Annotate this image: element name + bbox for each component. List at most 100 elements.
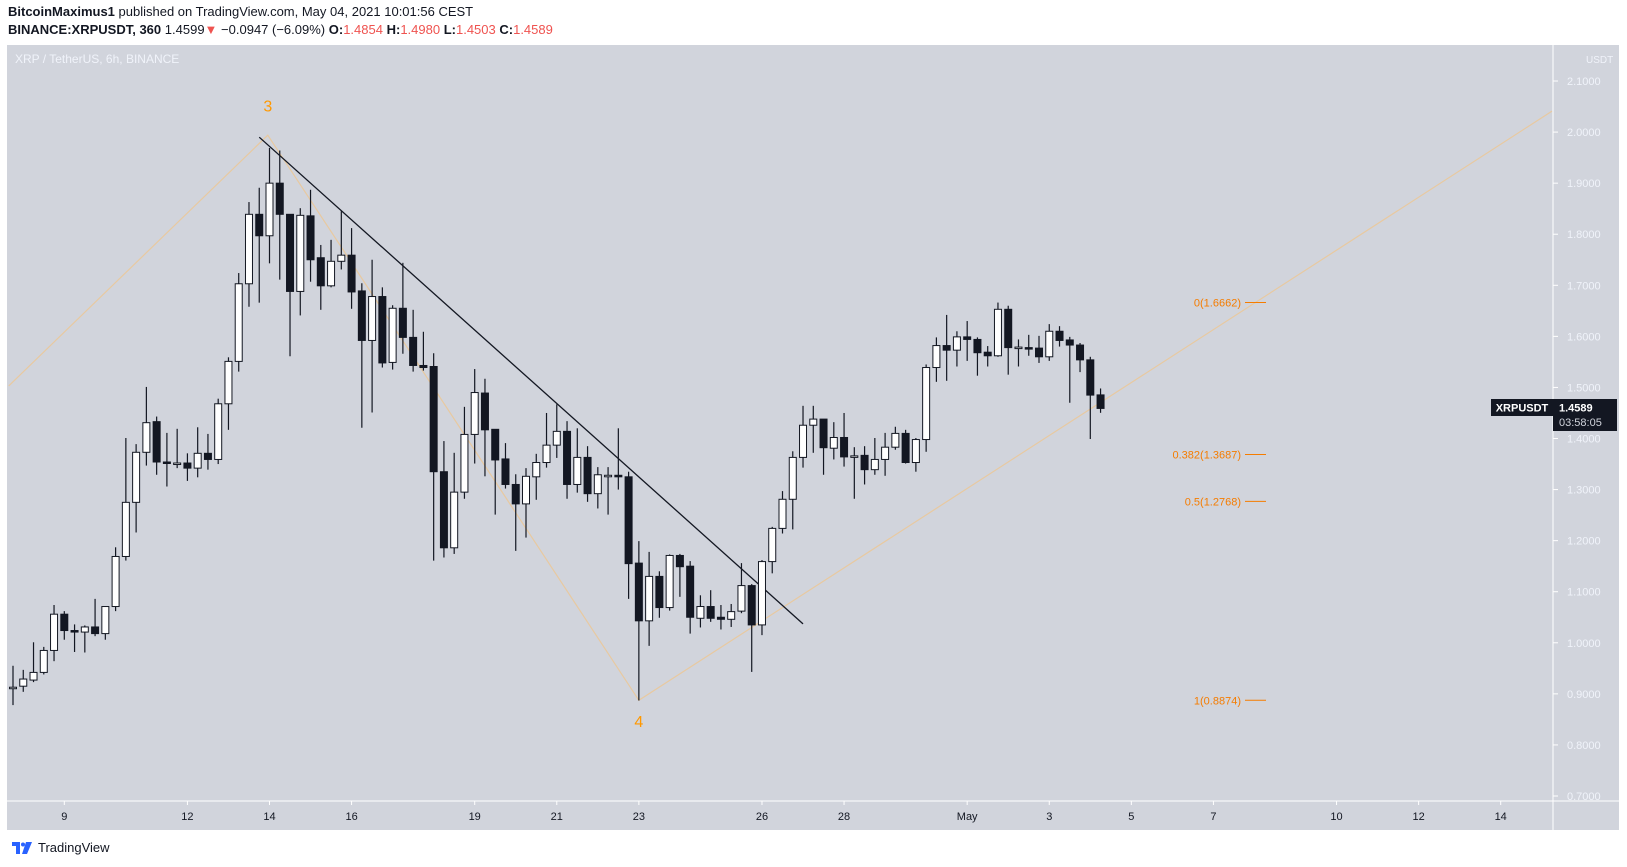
candle-body — [891, 432, 900, 448]
candle-body — [70, 630, 79, 633]
candle-body — [655, 575, 664, 609]
author-name[interactable]: BitcoinMaximus1 — [8, 4, 115, 19]
candle-body — [429, 366, 438, 473]
fib-level-label: 1(0.8874) — [1194, 695, 1241, 707]
candle-up — [29, 642, 38, 683]
candle-up — [388, 305, 397, 370]
candle-up — [891, 426, 900, 450]
candle-body — [347, 254, 356, 293]
candle-down — [152, 416, 161, 475]
candle-body — [942, 345, 951, 351]
candle-up — [450, 452, 459, 554]
candle-down — [706, 590, 715, 622]
symbol-tag-text: XRPUSDT — [1496, 403, 1549, 415]
time-tick-label: 3 — [1046, 811, 1052, 823]
candle-body — [1065, 339, 1074, 346]
candle-up — [799, 405, 808, 468]
candle-body — [727, 611, 736, 620]
plot-area[interactable]: 0(1.6662) 0.382(1.3687) 0.5(1.2768) 1(0.887… — [8, 99, 1553, 731]
candle-body — [1014, 346, 1023, 350]
candle-up — [593, 467, 602, 509]
time-axis[interactable]: 9 12 14 16 19 21 23 26 28 May 3 5 7 10 12 14 — [61, 801, 1507, 823]
candle-body — [737, 585, 746, 612]
candle-body — [501, 458, 510, 485]
footer-brand[interactable]: TradingView — [12, 840, 110, 855]
candle-up — [1045, 324, 1054, 361]
candle-up — [522, 468, 530, 538]
candle-up — [193, 427, 202, 478]
candle-body — [132, 451, 141, 503]
wave-path-line[interactable] — [8, 110, 1553, 702]
candle-up — [696, 595, 705, 628]
price-tick-label: 1.6000 — [1567, 331, 1601, 343]
candle-body — [1024, 347, 1033, 350]
candle-down — [716, 604, 725, 630]
candle-up — [337, 211, 346, 270]
candle-body — [357, 290, 366, 341]
candle-up — [932, 337, 941, 382]
candle-down — [1076, 343, 1085, 373]
last-price-tag: 1.4589 03:58:05 — [1553, 399, 1617, 431]
candle-body — [296, 214, 305, 292]
price-tick-label: 0.9000 — [1567, 689, 1601, 701]
time-tick-label: 7 — [1210, 811, 1216, 823]
fib-level-label: 0.5(1.2768) — [1185, 496, 1241, 508]
candle-down — [655, 571, 664, 618]
candle-body — [234, 283, 243, 362]
high-label: H: — [386, 22, 401, 37]
candle-up — [788, 451, 797, 530]
candle-body — [716, 616, 725, 620]
candle-up — [296, 208, 305, 316]
candle-body — [491, 428, 500, 461]
candle-up — [881, 432, 890, 476]
candle-up — [768, 526, 777, 574]
candle-body — [1086, 359, 1095, 396]
candle-up — [737, 563, 746, 614]
candle-body — [593, 474, 602, 495]
candle-up — [9, 665, 17, 706]
candle-body — [624, 476, 633, 565]
candle-body — [50, 613, 59, 651]
candle-body — [911, 439, 920, 464]
candle-body — [111, 555, 120, 608]
candle-up — [368, 259, 377, 413]
candle-up — [234, 273, 243, 372]
time-tick-label: 16 — [345, 811, 357, 823]
candle-up — [809, 405, 818, 453]
footer-brand-text: TradingView — [38, 840, 110, 855]
candle-body — [870, 458, 879, 471]
candle-down — [306, 189, 315, 282]
candle-body — [573, 456, 582, 485]
candle-up — [470, 369, 479, 464]
candle-up — [778, 491, 787, 534]
candle-body — [840, 436, 849, 458]
candle-body — [224, 360, 233, 405]
candle-body — [470, 392, 479, 435]
candle-body — [337, 254, 346, 262]
price-tick-label: 0.7000 — [1567, 791, 1601, 803]
candle-body — [675, 554, 684, 568]
candle-body — [706, 606, 715, 619]
candle-down — [583, 446, 592, 502]
candle-body — [952, 336, 961, 351]
descending-trendline[interactable] — [258, 136, 804, 625]
low-label: L: — [443, 22, 456, 37]
candle-body — [29, 671, 38, 681]
candle-body — [645, 575, 654, 622]
time-tick-label: 12 — [181, 811, 193, 823]
price-axis[interactable]: 2.1000 2.0000 1.9000 1.8000 1.7000 1.6000 1.50… — [1553, 76, 1601, 803]
symbol-name: BINANCE:XRPUSDT, 360 — [8, 22, 162, 37]
candle-down — [1004, 305, 1013, 375]
candle-down — [480, 378, 489, 477]
price-tick-label: 2.1000 — [1567, 76, 1601, 88]
candle-down — [1086, 356, 1095, 440]
candle-down — [70, 624, 79, 652]
candle-body — [788, 456, 797, 500]
price-tick-label: 1.1000 — [1567, 587, 1601, 599]
candle-down — [429, 353, 438, 561]
candle-body — [39, 649, 48, 673]
candle-down — [347, 228, 356, 309]
candle-down — [1024, 334, 1033, 356]
price-tick-label: 1.4000 — [1567, 434, 1601, 446]
